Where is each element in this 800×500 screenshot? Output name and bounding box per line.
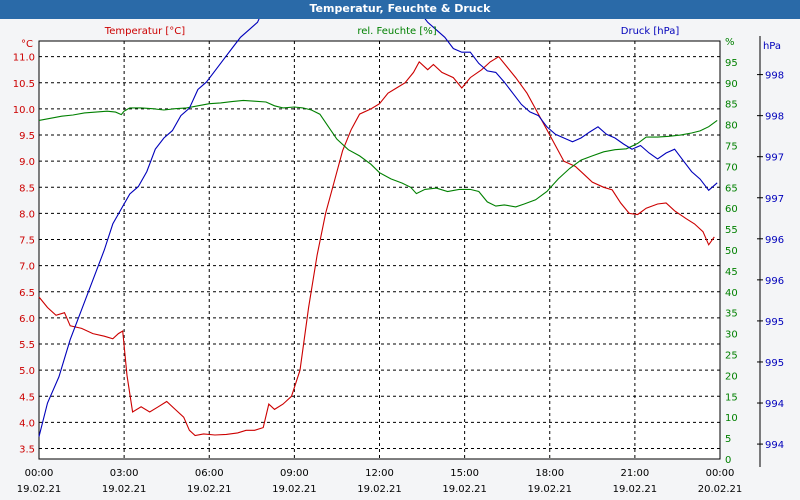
temperature-tick-label: 11.0 [13,53,35,64]
temperature-tick-label: 6.0 [19,314,35,325]
humidity-tick-label: 60 [725,204,738,215]
pressure-series-line [38,19,718,437]
humidity-tick-label: 40 [725,288,738,299]
humidity-tick-label: 65 [725,183,738,194]
temperature-unit-label: °C [21,39,33,50]
humidity-tick-label: 5 [725,434,731,445]
temperature-tick-label: 9.0 [19,157,35,168]
temperature-series-line [38,55,715,437]
temperature-tick-label: 9.5 [19,131,35,142]
x-tick-date-label: 19.02.21 [102,484,147,495]
humidity-tick-label: 35 [725,309,738,320]
humidity-tick-label: 95 [725,58,738,69]
x-tick-date-label: 19.02.21 [187,484,232,495]
humidity-tick-label: 75 [725,142,738,153]
x-tick-date-label: 19.02.21 [613,484,658,495]
x-tick-time-label: 00:00 [25,468,54,479]
axes-group: °C Temperatur [°C] rel. Feuchte [%] Druc… [21,26,781,52]
humidity-tick-label: % [725,37,735,48]
x-tick-time-label: 21:00 [620,468,649,479]
temperature-tick-label: 8.0 [19,209,35,220]
humidity-tick-label: 25 [725,351,738,362]
pressure-unit-label: hPa [763,41,781,52]
temperature-axis-title: Temperatur [°C] [104,26,185,37]
x-tick-time-label: 09:00 [280,468,309,479]
humidity-tick-label: 45 [725,267,738,278]
temperature-tick-label: 10.0 [13,105,35,116]
humidity-tick-label: 90 [725,79,738,90]
pressure-axis-title: Druck [hPa] [621,26,680,37]
x-tick-time-label: 12:00 [365,468,394,479]
series-group [38,19,718,437]
pressure-tick-label: 998 [765,112,784,123]
x-tick-date-label: 19.02.21 [272,484,317,495]
temperature-tick-label: 3.5 [19,445,35,456]
temperature-tick-label: 6.5 [19,288,35,299]
humidity-tick-label: 50 [725,246,738,257]
pressure-tick-label: 998 [765,71,784,82]
ticks-group: 00:00 19.02.21 03:00 19.02.21 06:00 19.02.21 0… [13,36,784,495]
grid [39,41,720,459]
temperature-tick-label: 5.5 [19,340,35,351]
humidity-tick-label: 10 [725,413,738,424]
temperature-tick-label: 7.5 [19,236,35,247]
humidity-tick-label: 85 [725,100,738,111]
pressure-tick-label: 995 [765,358,784,369]
pressure-tick-label: 994 [765,399,784,410]
x-tick-time-label: 00:00 [706,468,735,479]
humidity-tick-label: 55 [725,225,738,236]
humidity-tick-label: 70 [725,162,738,173]
pressure-tick-label: 997 [765,153,784,164]
x-tick-date-label: 19.02.21 [442,484,487,495]
pressure-tick-label: 996 [765,235,784,246]
humidity-tick-label: 20 [725,371,738,382]
x-tick-time-label: 15:00 [450,468,479,479]
x-tick-date-label: 19.02.21 [17,484,62,495]
temperature-tick-label: 4.0 [19,418,35,429]
temperature-tick-label: 8.5 [19,183,35,194]
x-tick-date-label: 19.02.21 [357,484,402,495]
pressure-tick-label: 996 [765,276,784,287]
pressure-tick-label: 994 [765,440,784,451]
humidity-tick-label: 80 [725,121,738,132]
x-tick-time-label: 03:00 [110,468,139,479]
chart-title: Temperatur, Feuchte & Druck [0,0,800,19]
humidity-axis-title: rel. Feuchte [%] [357,26,436,37]
humidity-tick-label: 15 [725,392,738,403]
temperature-tick-label: 10.5 [13,79,35,90]
temperature-tick-label: 4.5 [19,392,35,403]
pressure-tick-label: 997 [765,194,784,205]
temperature-tick-label: 7.0 [19,262,35,273]
x-tick-date-label: 20.02.21 [698,484,743,495]
chart: °C Temperatur [°C] rel. Feuchte [%] Druc… [13,19,784,495]
humidity-tick-label: 0 [725,455,731,466]
x-tick-date-label: 19.02.21 [527,484,572,495]
humidity-tick-label: 30 [725,330,738,341]
x-tick-time-label: 18:00 [535,468,564,479]
x-tick-time-label: 06:00 [195,468,224,479]
humidity-series-line [38,99,718,208]
pressure-tick-label: 995 [765,317,784,328]
temperature-tick-label: 5.0 [19,366,35,377]
